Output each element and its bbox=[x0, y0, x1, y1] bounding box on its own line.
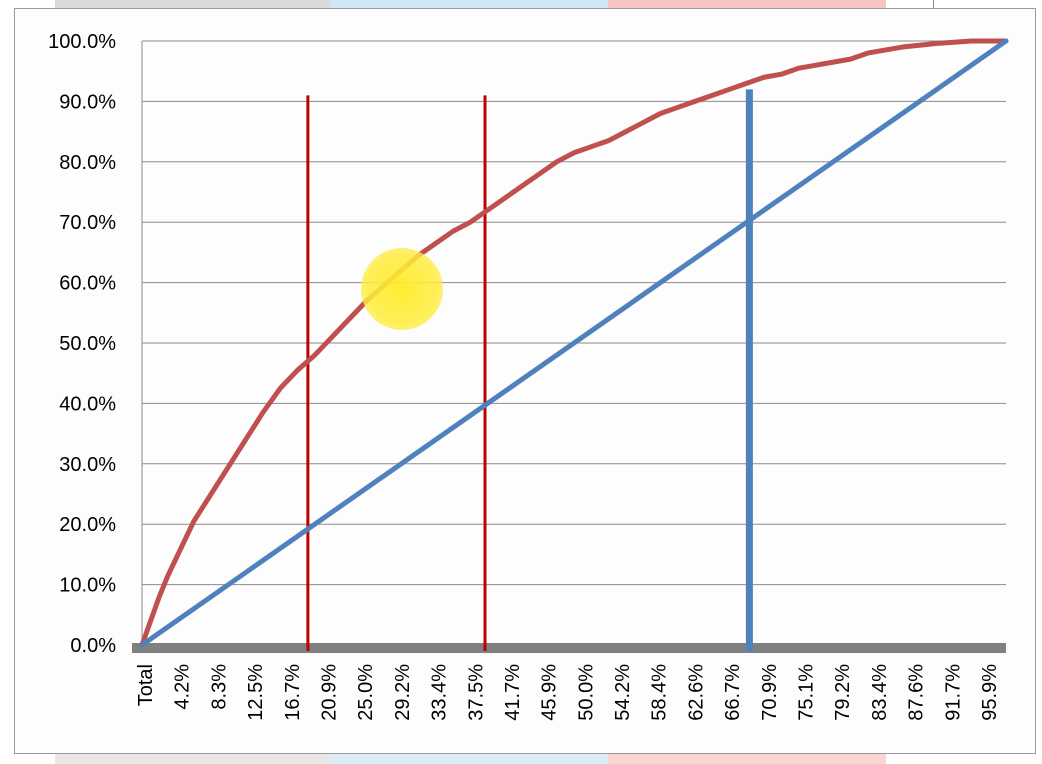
baseline-diagonal-line bbox=[139, 38, 1009, 648]
x-tick-label: 50.0% bbox=[575, 664, 597, 721]
x-tick-label: 20.9% bbox=[318, 664, 340, 721]
y-tick-label: 20.0% bbox=[59, 514, 116, 536]
x-tick-label: 25.0% bbox=[355, 664, 377, 721]
x-tick-label: 66.7% bbox=[722, 664, 744, 721]
sheet-header-blue bbox=[330, 0, 608, 10]
x-tick-label: 75.1% bbox=[796, 664, 818, 721]
gains-curve-line bbox=[139, 38, 1009, 648]
x-tick-label: Total bbox=[135, 664, 157, 706]
sheet-footer-blue bbox=[330, 754, 608, 764]
chart-area[interactable] bbox=[14, 8, 1036, 754]
x-tick-label: 12.5% bbox=[245, 664, 267, 721]
y-tick-label: 60.0% bbox=[59, 273, 116, 295]
sheet-header-red bbox=[608, 0, 886, 10]
x-tick-label: 29.2% bbox=[392, 664, 414, 721]
x-tick-label: 41.7% bbox=[502, 664, 524, 721]
x-tick-label: 16.7% bbox=[282, 664, 304, 721]
x-tick-label: 87.6% bbox=[906, 664, 928, 721]
x-axis-bar bbox=[132, 643, 1006, 653]
y-tick-label: 90.0% bbox=[59, 91, 116, 113]
sheet-cell-border bbox=[933, 0, 934, 10]
sheet-footer-gray bbox=[55, 754, 330, 764]
x-tick-label: 83.4% bbox=[869, 664, 891, 721]
x-tick-label: 54.2% bbox=[612, 664, 634, 721]
y-tick-label: 80.0% bbox=[59, 152, 116, 174]
y-tick-label: 30.0% bbox=[59, 454, 116, 476]
x-tick-label: 62.6% bbox=[685, 664, 707, 721]
cursor-highlight bbox=[361, 248, 443, 330]
x-tick-label: 8.3% bbox=[208, 664, 230, 710]
x-tick-label: 91.7% bbox=[942, 664, 964, 721]
x-tick-label: 70.9% bbox=[759, 664, 781, 721]
y-tick-label: 70.0% bbox=[59, 212, 116, 234]
sheet-footer-red bbox=[608, 754, 886, 764]
y-tick-label: 0.0% bbox=[70, 635, 116, 657]
y-tick-label: 40.0% bbox=[59, 393, 116, 415]
x-tick-label: 58.4% bbox=[649, 664, 671, 721]
sheet-left-strip bbox=[0, 10, 14, 754]
x-tick-label: 79.2% bbox=[832, 664, 854, 721]
sheet-header-gray bbox=[55, 0, 330, 10]
x-tick-label: 4.2% bbox=[172, 664, 194, 710]
x-tick-label: 33.4% bbox=[429, 664, 451, 721]
y-tick-label: 10.0% bbox=[59, 575, 116, 597]
y-tick-label: 50.0% bbox=[59, 333, 116, 355]
y-tick-label: 100.0% bbox=[48, 31, 116, 53]
x-tick-label: 95.9% bbox=[979, 664, 1001, 721]
x-tick-label: 37.5% bbox=[465, 664, 487, 721]
x-tick-label: 45.9% bbox=[539, 664, 561, 721]
